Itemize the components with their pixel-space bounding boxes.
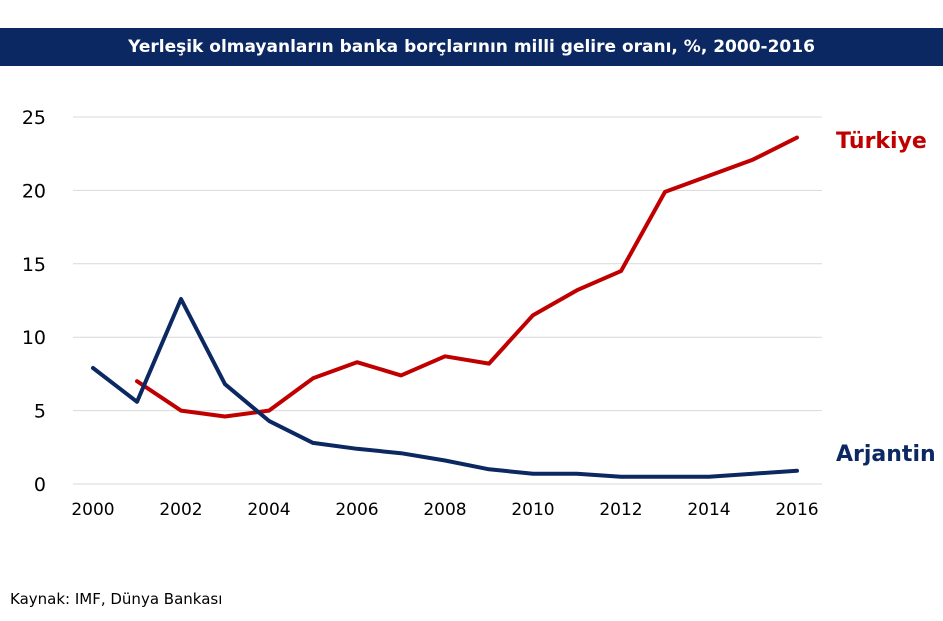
x-tick-label: 2002 bbox=[159, 500, 202, 520]
x-tick-label: 2004 bbox=[247, 500, 290, 520]
arjantin-label: Arjantin bbox=[836, 442, 936, 467]
x-tick-label: 2008 bbox=[423, 500, 466, 520]
gridlines bbox=[73, 116, 822, 485]
turkiye-line bbox=[135, 135, 799, 419]
y-tick-label: 10 bbox=[22, 327, 46, 349]
y-tick-label: 5 bbox=[34, 401, 46, 423]
y-tick-label: 15 bbox=[22, 254, 46, 276]
x-tick-label: 2014 bbox=[687, 500, 730, 520]
series-labels: Türkiye Arjantin bbox=[836, 129, 936, 467]
x-tick-label: 2000 bbox=[71, 500, 114, 520]
series-lines bbox=[91, 135, 799, 479]
arjantin-line bbox=[91, 297, 799, 479]
chart-title: Yerleşik olmayanların banka borçlarının … bbox=[0, 28, 943, 66]
y-tick-label: 25 bbox=[22, 107, 46, 129]
y-tick-label: 20 bbox=[22, 180, 46, 202]
y-axis-ticks: 0 5 10 15 20 25 bbox=[22, 107, 46, 496]
x-tick-label: 2010 bbox=[511, 500, 554, 520]
source-note: Kaynak: IMF, Dünya Bankası bbox=[10, 590, 223, 608]
x-tick-label: 2016 bbox=[775, 500, 818, 520]
y-tick-label: 0 bbox=[34, 474, 46, 496]
x-tick-label: 2012 bbox=[599, 500, 642, 520]
x-tick-label: 2006 bbox=[335, 500, 378, 520]
x-axis-ticks: 2000 2002 2004 2006 2008 2010 2012 2014 2016 bbox=[71, 500, 818, 520]
turkiye-label: Türkiye bbox=[836, 129, 927, 154]
